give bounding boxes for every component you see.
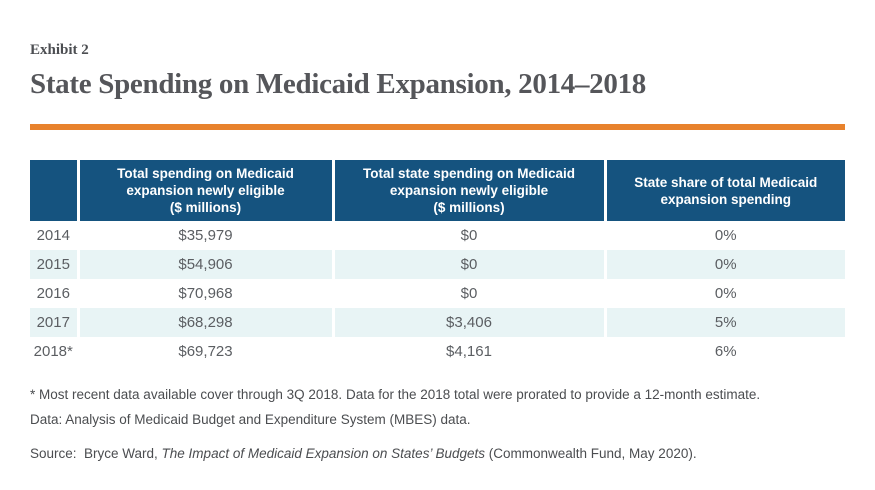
state-spending-cell: $4,161 [331,337,605,366]
header-line: ($ millions) [433,200,505,215]
table-row-2015: 2015 $54,906 $0 0% [30,250,845,279]
footnote-prorated: * Most recent data available cover throu… [30,387,761,402]
header-line: Total state spending on Medicaid [362,166,576,181]
header-line: ($ millions) [169,200,242,215]
column-header-year [30,160,78,221]
medicaid-spending-table: Total spending on Medicaid expansion new… [30,160,845,366]
table-row-2017: 2017 $68,298 $3,406 5% [30,308,845,337]
header-line: expansion newly eligible [389,183,549,198]
state-share-cell: 6% [603,337,845,366]
table-row-2014: 2014 $35,979 $0 0% [30,221,845,250]
exhibit-label: Exhibit 2 [30,42,89,58]
header-line: Total spending on Medicaid [117,166,294,181]
year-cell: 2015 [30,250,78,279]
year-cell: 2017 [30,308,78,337]
state-spending-cell: $3,406 [331,308,605,337]
total-spending-cell: $70,968 [76,279,333,308]
header-line: expansion newly eligible [126,183,285,198]
footnote-data-source: Data: Analysis of Medicaid Budget and Ex… [30,412,471,427]
source-line: Source: Bryce Ward, The Impact of Medica… [30,441,845,466]
state-share-cell: 0% [603,221,845,250]
table-row-2016: 2016 $70,968 $0 0% [30,279,845,308]
year-cell: 2016 [30,279,78,308]
total-spending-cell: $54,906 [76,250,333,279]
column-header-state-share: State share of total Medicaid expansion … [603,160,845,221]
state-share-cell: 0% [603,250,845,279]
source-prefix: Source: Bryce Ward, [30,446,162,461]
column-header-total-spending: Total spending on Medicaid expansion new… [76,160,333,221]
state-spending-cell: $0 [331,250,605,279]
table-row-2018: 2018* $69,723 $4,161 6% [30,337,845,366]
state-spending-cell: $0 [331,221,605,250]
year-cell: 2014 [30,221,78,250]
total-spending-cell: $35,979 [76,221,333,250]
page-title: State Spending on Medicaid Expansion, 20… [30,68,646,100]
year-cell: 2018* [30,337,78,366]
total-spending-cell: $68,298 [76,308,333,337]
state-share-cell: 0% [603,279,845,308]
header-line: expansion spending [660,191,792,207]
header-line: State share of total Medicaid [634,174,818,190]
orange-divider-rule [30,124,845,130]
total-spending-cell: $69,723 [76,337,333,366]
footnotes-block: * Most recent data available cover throu… [30,382,845,432]
source-work-title: The Impact of Medicaid Expansion on Stat… [161,446,485,461]
column-header-state-spending: Total state spending on Medicaid expansi… [331,160,605,221]
state-spending-cell: $0 [331,279,605,308]
state-share-cell: 5% [603,308,845,337]
table-header-row: Total spending on Medicaid expansion new… [30,160,845,221]
source-suffix: (Commonwealth Fund, May 2020). [485,446,697,461]
